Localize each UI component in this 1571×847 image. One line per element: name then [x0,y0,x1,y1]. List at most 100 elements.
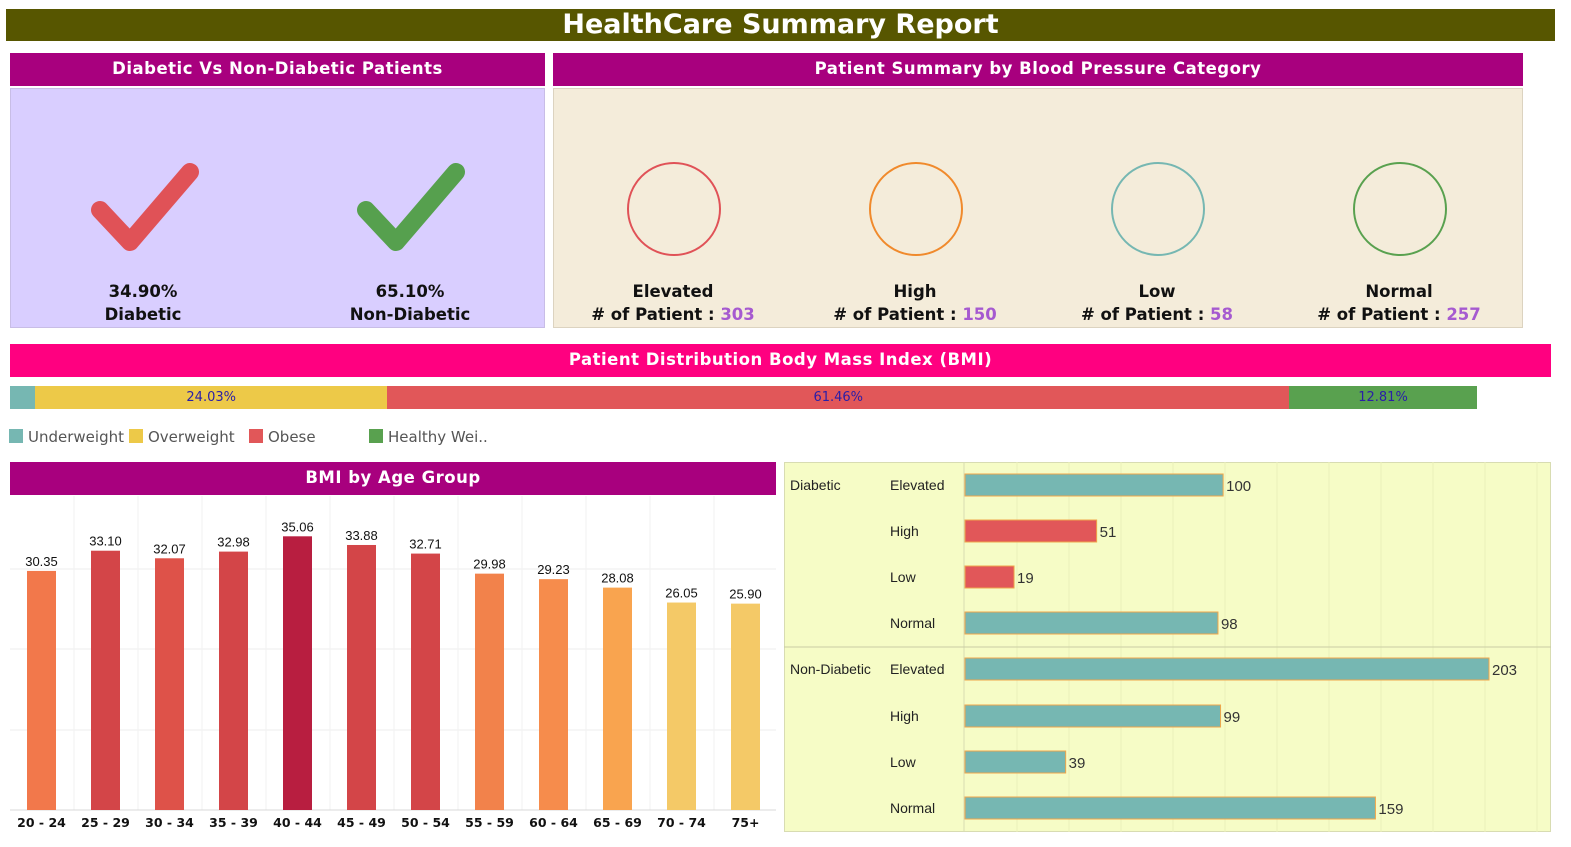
bmi-segment-obese: 61.46% [387,386,1290,409]
high-circle-icon [869,162,963,256]
legend-swatch [129,429,143,443]
bp-normal-count: 257 [1446,305,1481,324]
diabetic-label: Diabetic [104,305,182,324]
diabetic-panel-title: Diabetic Vs Non-Diabetic Patients [10,53,545,86]
age-category-label: 75+ [732,815,760,830]
hbar-value-label: 19 [1017,570,1034,587]
bp-diabetes-bar-chart: Diabetic Elevated 100 High 51 Low 19 Normal 98 No… [784,462,1551,832]
bmi-segment-healthy-wei: 12.81% [1289,386,1477,409]
age-bar-label: 32.71 [409,537,442,552]
hbar-value-label: 100 [1226,478,1251,495]
row-label: Normal [890,615,935,631]
bp-high-count-line: # of Patient : 150 [815,305,1015,324]
count-prefix: # of Patient : [833,305,957,324]
hbar-non-diabetic-normal [964,796,1376,820]
age-bar-25-29 [91,550,120,810]
hbar-value-label: 98 [1221,616,1238,633]
legend-label: Obese [268,428,316,446]
low-circle-icon [1111,162,1205,256]
legend-label: Healthy Wei.. [388,428,488,446]
bp-high-label: High [893,282,937,301]
legend-swatch [9,429,23,443]
age-category-label: 40 - 44 [273,815,322,830]
hbar-non-diabetic-high [964,704,1222,728]
bp-low-label: Low [1138,282,1176,301]
age-bar-30-34 [155,558,184,810]
age-category-label: 45 - 49 [337,815,386,830]
row-label: Low [890,754,917,770]
age-bar-label: 32.98 [217,535,250,550]
group-label: Non-Diabetic [790,661,871,677]
age-bar-45-49 [347,544,376,810]
bp-low-count-line: # of Patient : 58 [1057,305,1257,324]
age-bar-label: 29.23 [537,562,570,577]
non-diabetic-percent: 65.10% [375,282,445,301]
row-label: High [890,523,919,539]
age-category-label: 30 - 34 [145,815,194,830]
bp-low-count: 58 [1210,305,1234,324]
age-bar-label: 35.06 [281,519,314,534]
hbar-value-label: 159 [1378,801,1403,818]
hbar-value-label: 51 [1100,524,1117,541]
normal-circle-icon [1353,162,1447,256]
hbar-non-diabetic-low [964,750,1067,774]
age-panel-title: BMI by Age Group [10,462,776,495]
count-prefix: # of Patient : [591,305,715,324]
age-category-label: 65 - 69 [593,815,642,830]
bmi-age-chart: 30.35 20 - 24 33.10 25 - 29 32.07 30 - 34 32.9… [10,496,776,830]
hbar-value-label: 203 [1492,662,1517,679]
hbar-diabetic-normal [964,611,1219,635]
report-title: HealthCare Summary Report [6,9,1555,41]
age-bar-20-24 [27,570,56,810]
hbar-value-label: 39 [1069,755,1086,772]
legend-overweight: Overweight [129,428,235,446]
hbar-diabetic-low [964,565,1015,589]
age-bar-label: 33.10 [89,534,122,549]
age-bar-40-44 [283,536,312,810]
row-label: Elevated [890,477,944,493]
bmi-segment-underweight [10,386,35,409]
age-bar-label: 33.88 [345,528,378,543]
age-bar-50-54 [411,553,440,810]
legend-underweight: Underweight [9,428,124,446]
age-category-label: 35 - 39 [209,815,258,830]
age-bar-35-39 [219,551,248,810]
age-category-label: 25 - 29 [81,815,130,830]
elevated-circle-icon [627,162,721,256]
legend-swatch [369,429,383,443]
non-diabetic-label: Non-Diabetic [349,305,471,324]
age-category-label: 55 - 59 [465,815,514,830]
hbar-diabetic-elevated [964,473,1224,497]
legend-obese: Obese [249,428,316,446]
group-label: Diabetic [790,477,841,493]
count-prefix: # of Patient : [1080,305,1205,324]
bp-normal-label: Normal [1365,282,1433,301]
count-prefix: # of Patient : [1317,305,1441,324]
bp-elevated-count-line: # of Patient : 303 [573,305,773,324]
age-bar-70-74 [667,602,696,810]
bp-panel-title: Patient Summary by Blood Pressure Catego… [553,53,1523,86]
bp-elevated-label: Elevated [632,282,714,301]
age-category-label: 20 - 24 [17,815,66,830]
age-bar-65-69 [603,587,632,810]
row-label: Elevated [890,661,944,677]
age-bar-label: 29.98 [473,557,506,572]
legend-label: Overweight [148,428,235,446]
diabetic-check-icon [91,163,199,251]
age-bar-60-64 [539,579,568,810]
age-bar-label: 32.07 [153,541,186,556]
row-label: Low [890,569,917,585]
bmi-segment-overweight: 24.03% [34,386,388,409]
age-bar-label: 30.35 [25,554,58,569]
legend-label: Underweight [28,428,124,446]
hbar-diabetic-high [964,519,1098,543]
age-bar-label: 28.08 [601,571,634,586]
bp-high-count: 150 [962,305,997,324]
diabetic-percent: 34.90% [108,282,178,301]
bmi-panel-title: Patient Distribution Body Mass Index (BM… [10,344,1551,377]
bmi-stacked-bar: 24.03% 61.46% 12.81% [10,386,1477,409]
hbar-non-diabetic-elevated [964,657,1490,681]
row-label: High [890,708,919,724]
age-bar-label: 25.90 [729,587,762,602]
age-bar-55-59 [475,573,504,810]
